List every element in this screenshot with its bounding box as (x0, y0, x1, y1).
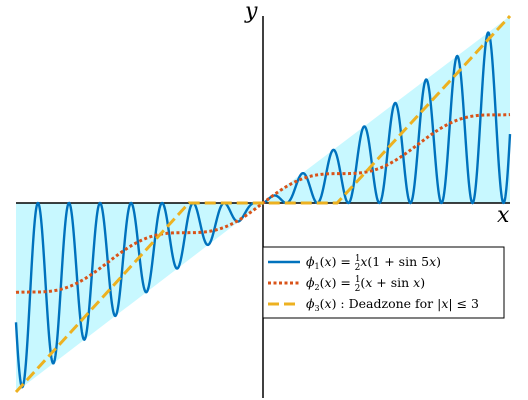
series-phi3-line (14, 14, 512, 394)
y-axis-label: y (244, 0, 258, 24)
legend: ϕ1(x) = 1 2x(1 + sin 5x) ϕ2(x) = 1 2(x + s… (262, 246, 505, 319)
plot-area (14, 14, 512, 398)
x-axis-label: x (497, 203, 510, 228)
legend-label-phi2: ϕ2(x) = 1 2(x + sin x) (306, 275, 425, 294)
legend-label-phi3: ϕ3(x) : Deadzone for |x| ≤ 3 (306, 296, 479, 313)
legend-box (262, 246, 505, 319)
sector-band (16, 16, 510, 392)
legend-label-phi1: ϕ1(x) = 1 2x(1 + sin 5x) (306, 254, 441, 273)
